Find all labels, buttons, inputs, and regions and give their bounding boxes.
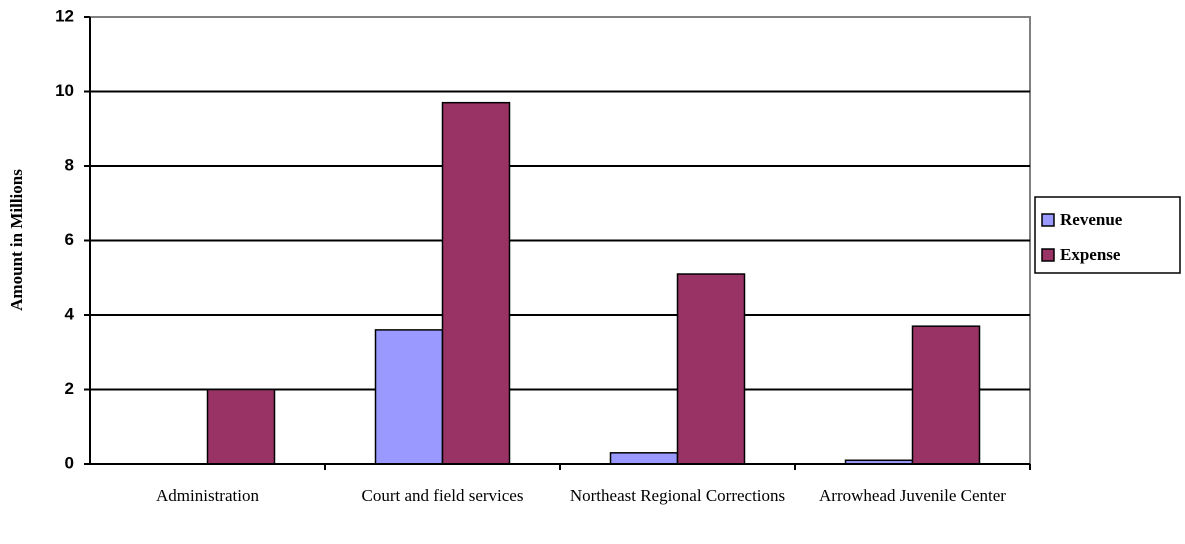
y-tick-label: 12 <box>55 6 74 25</box>
y-tick-label: 10 <box>55 81 74 100</box>
y-tick-label: 0 <box>65 453 74 472</box>
legend-label: Expense <box>1060 245 1121 264</box>
y-tick-label: 2 <box>65 379 74 398</box>
legend-swatch <box>1041 213 1055 227</box>
bar <box>676 273 746 465</box>
bar <box>441 101 511 465</box>
x-tick-label: Northeast Regional Corrections <box>570 486 785 505</box>
x-tick-label: Administration <box>156 486 259 505</box>
y-tick-label: 4 <box>65 304 75 323</box>
x-tick-label: Arrowhead Juvenile Center <box>819 486 1006 505</box>
bar <box>206 388 276 465</box>
legend-box <box>1034 196 1181 274</box>
bar <box>609 452 679 465</box>
y-tick-label: 8 <box>65 155 74 174</box>
y-axis-label: Amount in Millions <box>7 169 26 311</box>
legend-swatch <box>1041 248 1055 262</box>
x-tick-label: Court and field services <box>362 486 524 505</box>
y-tick-label: 6 <box>65 230 74 249</box>
legend-label: Revenue <box>1060 210 1123 229</box>
bar <box>374 329 444 465</box>
bar <box>911 325 981 465</box>
